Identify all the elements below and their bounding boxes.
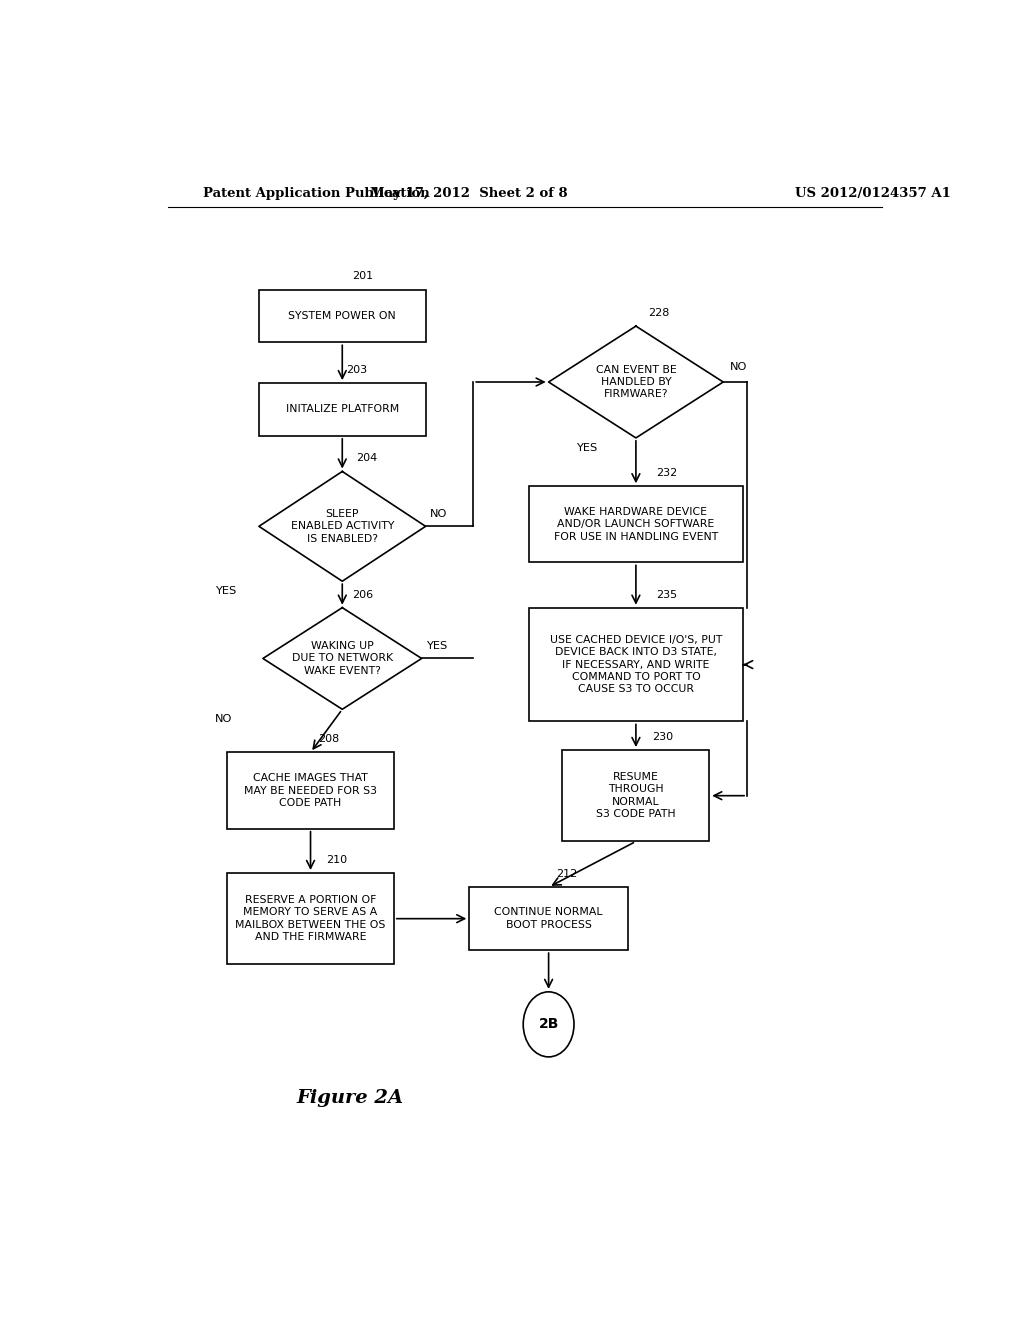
Text: CACHE IMAGES THAT
MAY BE NEEDED FOR S3
CODE PATH: CACHE IMAGES THAT MAY BE NEEDED FOR S3 C… — [244, 774, 377, 808]
Text: YES: YES — [426, 642, 446, 651]
Text: INITALIZE PLATFORM: INITALIZE PLATFORM — [286, 404, 399, 414]
FancyBboxPatch shape — [528, 486, 743, 562]
Text: May 17, 2012  Sheet 2 of 8: May 17, 2012 Sheet 2 of 8 — [371, 187, 568, 201]
Text: US 2012/0124357 A1: US 2012/0124357 A1 — [795, 187, 950, 201]
Text: RESUME
THROUGH
NORMAL
S3 CODE PATH: RESUME THROUGH NORMAL S3 CODE PATH — [596, 772, 676, 820]
Text: SLEEP
ENABLED ACTIVITY
IS ENABLED?: SLEEP ENABLED ACTIVITY IS ENABLED? — [291, 510, 394, 544]
Text: USE CACHED DEVICE I/O'S, PUT
DEVICE BACK INTO D3 STATE,
IF NECESSARY, AND WRITE
: USE CACHED DEVICE I/O'S, PUT DEVICE BACK… — [550, 635, 722, 694]
Text: NO: NO — [215, 714, 232, 725]
Text: 230: 230 — [652, 731, 673, 742]
FancyBboxPatch shape — [469, 887, 628, 950]
FancyBboxPatch shape — [259, 289, 426, 342]
FancyBboxPatch shape — [227, 873, 394, 965]
Text: WAKING UP
DUE TO NETWORK
WAKE EVENT?: WAKING UP DUE TO NETWORK WAKE EVENT? — [292, 642, 393, 676]
Text: 2B: 2B — [539, 1018, 559, 1031]
Polygon shape — [259, 471, 426, 581]
Text: RESERVE A PORTION OF
MEMORY TO SERVE AS A
MAILBOX BETWEEN THE OS
AND THE FIRMWAR: RESERVE A PORTION OF MEMORY TO SERVE AS … — [236, 895, 386, 942]
Text: Figure 2A: Figure 2A — [297, 1089, 403, 1106]
Text: 212: 212 — [557, 869, 578, 879]
Text: SYSTEM POWER ON: SYSTEM POWER ON — [289, 312, 396, 321]
Text: NO: NO — [729, 362, 746, 372]
Text: 208: 208 — [318, 734, 340, 744]
FancyBboxPatch shape — [227, 752, 394, 829]
Text: 201: 201 — [352, 272, 373, 281]
Text: CONTINUE NORMAL
BOOT PROCESS: CONTINUE NORMAL BOOT PROCESS — [495, 907, 603, 929]
Text: YES: YES — [577, 444, 598, 453]
Text: 210: 210 — [327, 855, 347, 865]
Text: 228: 228 — [648, 308, 669, 318]
Text: Patent Application Publication: Patent Application Publication — [204, 187, 430, 201]
Text: YES: YES — [215, 586, 237, 597]
Text: 204: 204 — [356, 453, 378, 463]
Text: 203: 203 — [346, 364, 368, 375]
Text: 232: 232 — [655, 469, 677, 478]
FancyBboxPatch shape — [528, 607, 743, 722]
Text: CAN EVENT BE
HANDLED BY
FIRMWARE?: CAN EVENT BE HANDLED BY FIRMWARE? — [596, 364, 676, 400]
Polygon shape — [263, 607, 422, 709]
Text: 206: 206 — [352, 590, 373, 599]
Circle shape — [523, 991, 574, 1057]
Polygon shape — [549, 326, 723, 438]
Text: WAKE HARDWARE DEVICE
AND/OR LAUNCH SOFTWARE
FOR USE IN HANDLING EVENT: WAKE HARDWARE DEVICE AND/OR LAUNCH SOFTW… — [554, 507, 718, 541]
Text: NO: NO — [430, 510, 446, 519]
Text: 235: 235 — [655, 590, 677, 599]
FancyBboxPatch shape — [259, 383, 426, 436]
FancyBboxPatch shape — [562, 750, 710, 841]
